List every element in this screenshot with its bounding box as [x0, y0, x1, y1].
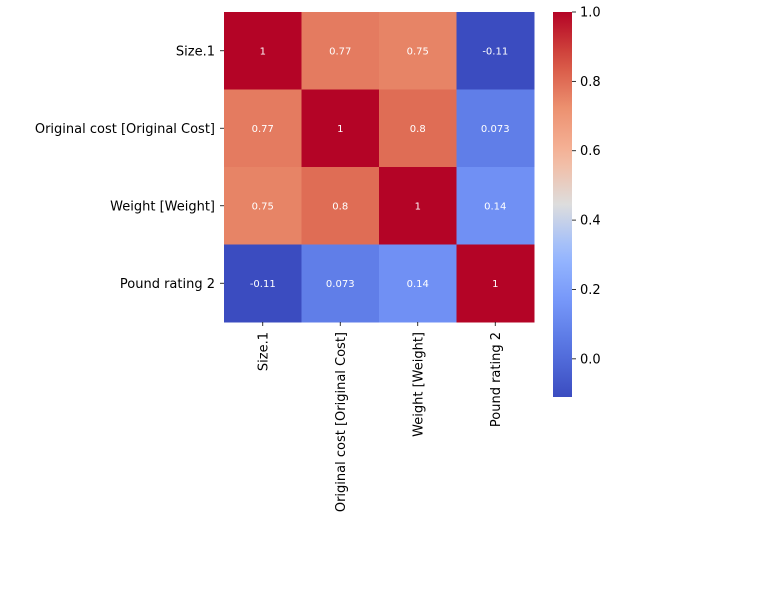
y-tick-labels: Size.1 Original cost [Original Cost] Weigh… [35, 44, 224, 292]
colorbar-gradient [553, 12, 572, 397]
cell-annotation-r2-c0: 0.75 [252, 201, 274, 212]
heatmap-cell-r3-c1 [301, 244, 380, 323]
heatmap-annotations: 1 0.77 0.75 -0.11 0.77 1 0.8 0.073 0.75 0.8 1 0.14 -… [250, 46, 510, 290]
x-tick-label-1: Original cost [Original Cost] [334, 332, 349, 512]
x-tick-label-3: Pound rating 2 [489, 332, 504, 427]
cell-annotation-r1-c0: 0.77 [252, 124, 274, 135]
cell-annotation-r3-c2: 0.14 [407, 279, 429, 290]
heatmap-cells [224, 12, 535, 323]
heatmap-cell-r3-c3 [456, 244, 535, 323]
heatmap-cell-r0-c0 [224, 12, 302, 90]
cell-annotation-r1-c3: 0.073 [481, 124, 510, 135]
cell-annotation-r1-c1: 1 [337, 124, 343, 135]
x-tick-label-0: Size.1 [256, 332, 271, 371]
heatmap-cell-r2-c1 [301, 167, 380, 245]
cell-annotation-r3-c3: 1 [492, 279, 498, 290]
colorbar-tick-label-3: 0.6 [580, 144, 601, 159]
heatmap-cell-r1-c0 [224, 89, 302, 168]
x-tick-labels: Size.1 Original cost [Original Cost] Weigh… [256, 322, 504, 512]
colorbar-tick-label-4: 0.8 [580, 75, 601, 90]
heatmap-cell-r1-c1 [301, 89, 380, 168]
heatmap-cell-r0-c3 [456, 12, 535, 90]
cell-annotation-r0-c0: 1 [260, 46, 266, 57]
heatmap-cell-r0-c2 [379, 12, 457, 90]
cell-annotation-r0-c2: 0.75 [407, 46, 429, 57]
heatmap-cell-r1-c2 [379, 89, 457, 168]
heatmap-cell-r2-c0 [224, 167, 302, 245]
heatmap-cell-r0-c1 [301, 12, 380, 90]
colorbar-tick-label-1: 0.2 [580, 283, 601, 298]
x-tick-label-2: Weight [Weight] [411, 332, 426, 437]
cell-annotation-r2-c2: 1 [415, 201, 421, 212]
heatmap-cell-r3-c2 [379, 244, 457, 323]
heatmap-cell-r3-c0 [224, 244, 302, 323]
heatmap-cell-r2-c3 [456, 167, 535, 245]
cell-annotation-r0-c1: 0.77 [329, 46, 351, 57]
colorbar-tick-label-2: 0.4 [580, 214, 601, 229]
heatmap-cell-r2-c2 [379, 167, 457, 245]
cell-annotation-r0-c3: -0.11 [482, 46, 508, 57]
colorbar-tick-label-5: 1.0 [580, 6, 601, 21]
y-tick-label-0: Size.1 [176, 44, 215, 59]
cell-annotation-r2-c1: 0.8 [332, 201, 348, 212]
cell-annotation-r3-c0: -0.11 [250, 279, 276, 290]
heatmap-cell-r1-c3 [456, 89, 535, 168]
colorbar: 0.0 0.2 0.4 0.6 0.8 1.0 [553, 6, 601, 397]
colorbar-tick-label-0: 0.0 [580, 352, 601, 367]
cell-annotation-r3-c1: 0.073 [326, 279, 355, 290]
cell-annotation-r1-c2: 0.8 [410, 124, 426, 135]
y-tick-label-2: Weight [Weight] [110, 199, 215, 214]
y-tick-label-3: Pound rating 2 [120, 277, 215, 292]
cell-annotation-r2-c3: 0.14 [484, 201, 506, 212]
colorbar-ticks: 0.0 0.2 0.4 0.6 0.8 1.0 [572, 6, 601, 367]
y-tick-label-1: Original cost [Original Cost] [35, 122, 215, 137]
